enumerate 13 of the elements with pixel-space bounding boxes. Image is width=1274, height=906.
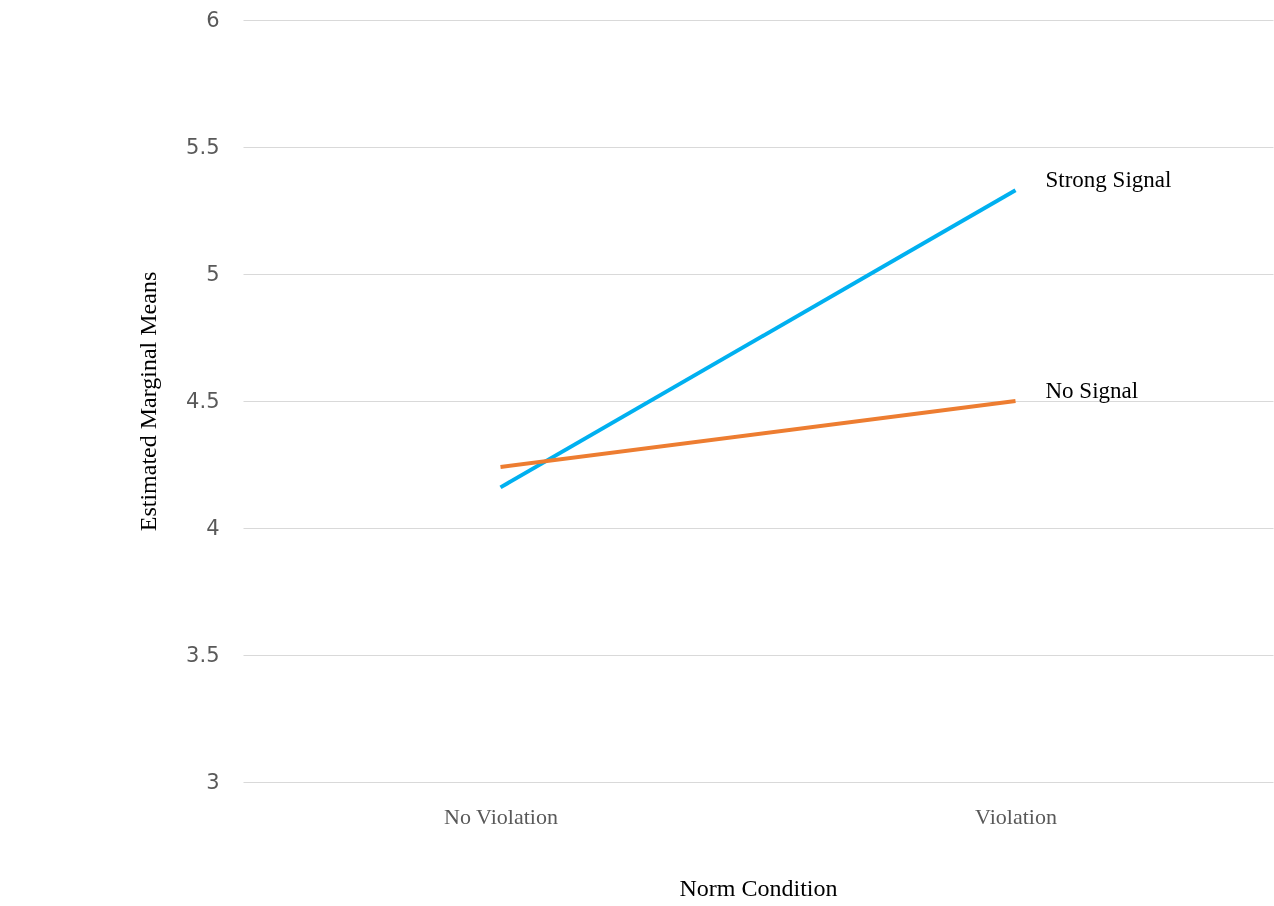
y-tick-label: 4.5 <box>186 388 220 413</box>
y-tick-label: 3.5 <box>186 642 220 667</box>
x-tick-label: No Violation <box>444 803 558 829</box>
x-axis-title: Norm Condition <box>679 874 838 901</box>
y-tick-label: 6 <box>206 7 220 32</box>
y-tick-label: 5 <box>206 261 220 286</box>
series-label: No Signal <box>1045 378 1139 403</box>
y-tick-label: 5.5 <box>186 134 220 159</box>
y-axis-title: Estimated Marginal Means <box>134 271 161 532</box>
y-tick-label: 3 <box>206 769 220 794</box>
x-tick-label: Violation <box>975 803 1057 829</box>
y-tick-label: 4 <box>206 515 220 540</box>
series-label: Strong Signal <box>1045 167 1172 193</box>
